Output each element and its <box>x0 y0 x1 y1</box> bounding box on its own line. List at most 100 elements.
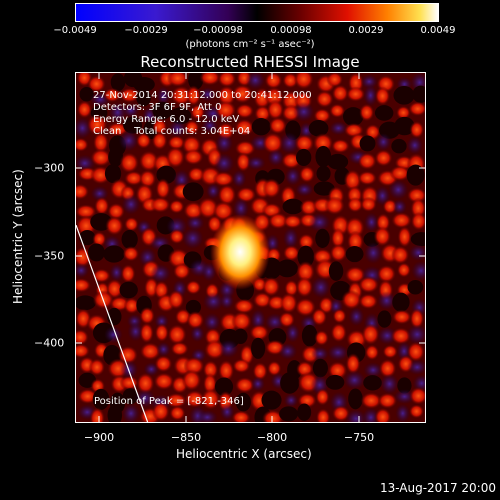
texture-blob <box>231 311 252 332</box>
texture-blob <box>299 165 315 183</box>
texture-blob <box>182 227 204 250</box>
texture-blob <box>267 360 282 377</box>
x-axis-label: Heliocentric X (arcsec) <box>176 447 312 461</box>
texture-blob <box>408 101 425 117</box>
texture-blob <box>330 322 347 343</box>
texture-blob <box>262 276 281 297</box>
texture-blob <box>219 403 235 421</box>
texture-blob <box>301 324 318 347</box>
texture-blob <box>150 196 171 213</box>
texture-blob <box>393 85 415 105</box>
y-tick-label: −350 <box>34 249 65 263</box>
texture-blob <box>360 392 382 410</box>
texture-blob <box>108 147 124 167</box>
texture-blob <box>86 113 108 136</box>
texture-blob <box>168 199 185 214</box>
texture-blob <box>358 293 379 310</box>
texture-blob <box>121 229 138 249</box>
texture-blob <box>139 169 157 188</box>
texture-blob <box>185 280 202 295</box>
texture-blob <box>391 245 410 265</box>
texture-blob <box>232 358 251 374</box>
texture-blob <box>88 358 106 376</box>
texture-blob <box>123 116 143 134</box>
texture-blob <box>282 245 300 261</box>
texture-blob <box>346 86 366 102</box>
texture-blob <box>315 145 332 168</box>
texture-blob <box>105 215 124 236</box>
texture-blob <box>169 405 186 421</box>
texture-blob <box>181 369 202 391</box>
texture-blob <box>107 202 125 220</box>
texture-blob <box>391 212 412 229</box>
texture-blob <box>234 118 255 137</box>
texture-blob <box>410 232 425 247</box>
clean-counts: Clean Total counts: 3.04E+04 <box>93 126 251 137</box>
texture-blob <box>406 341 425 362</box>
texture-blob <box>327 361 348 380</box>
texture-blob <box>165 146 185 169</box>
texture-blob <box>359 103 375 122</box>
texture-blob <box>219 293 235 310</box>
texture-blob <box>392 199 407 215</box>
texture-blob <box>119 152 140 174</box>
texture-blob <box>203 312 221 332</box>
source-peak <box>210 214 270 290</box>
texture-blob <box>408 244 425 262</box>
texture-blob <box>166 73 189 88</box>
texture-blob <box>342 107 364 126</box>
texture-blob <box>120 264 136 284</box>
texture-blob <box>278 342 298 360</box>
texture-blob <box>374 105 394 121</box>
texture-blob <box>295 182 314 197</box>
texture-blob <box>348 388 363 410</box>
texture-blob <box>264 73 283 90</box>
colorbar-tick: −0.0029 <box>124 25 168 36</box>
texture-blob <box>87 75 106 93</box>
texture-blob <box>167 289 185 310</box>
texture-blob <box>103 245 125 263</box>
time-range: 27-Nov-2014 20:31:12.000 to 20:41:12.000 <box>93 90 312 101</box>
peak-position: Position of Peak = [-821,-346] <box>94 396 244 407</box>
texture-blob <box>343 370 366 390</box>
texture-blob <box>152 118 168 135</box>
texture-blob <box>232 169 247 188</box>
texture-blob <box>234 377 255 394</box>
texture-blob <box>360 196 377 212</box>
texture-blob <box>347 197 364 213</box>
texture-blob <box>169 228 185 245</box>
texture-blob <box>392 309 412 325</box>
texture-blob <box>266 99 284 121</box>
texture-blob <box>363 84 378 107</box>
texture-blob <box>327 344 349 361</box>
texture-blob <box>154 355 173 373</box>
texture-blob <box>233 328 248 344</box>
texture-blob <box>76 263 90 278</box>
x-tick-label: −750 <box>343 431 375 444</box>
texture-blob <box>249 324 270 341</box>
texture-blob <box>348 307 365 327</box>
texture-blob <box>345 246 364 263</box>
colorbar-tick: 0.00098 <box>270 25 312 36</box>
texture-blob <box>267 148 285 167</box>
solar-limb-line <box>76 224 149 422</box>
texture-blob <box>382 344 398 359</box>
texture-blob <box>375 133 392 151</box>
texture-blob <box>345 353 361 375</box>
texture-blob <box>76 295 96 311</box>
texture-blob <box>127 321 144 342</box>
texture-blob <box>123 297 140 315</box>
texture-blob <box>134 388 156 408</box>
texture-blob <box>394 116 415 136</box>
texture-blob <box>199 73 221 86</box>
texture-blob <box>76 278 92 293</box>
texture-blob <box>76 343 90 359</box>
texture-blob <box>330 227 346 249</box>
texture-blob <box>233 298 255 314</box>
texture-blob <box>279 132 300 154</box>
texture-blob <box>201 388 221 410</box>
texture-blob <box>374 149 393 167</box>
texture-blob <box>196 409 218 422</box>
texture-blob <box>331 84 349 103</box>
texture-blob <box>294 134 315 153</box>
